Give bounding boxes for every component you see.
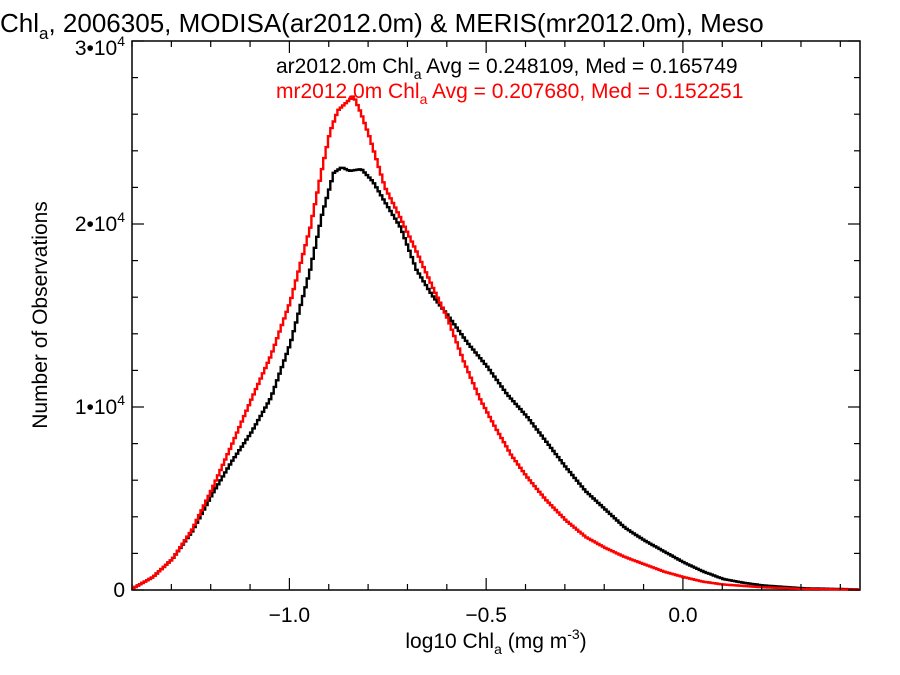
- y-tick-label: 2•104: [75, 209, 125, 236]
- y-axis: 0 1•104 2•104 3•104: [75, 33, 860, 602]
- plot-frame: [131, 40, 861, 591]
- y-tick-label: 1•104: [75, 392, 125, 419]
- x-axis-label: log10 Chla (mg m-3): [405, 626, 586, 657]
- y-tick-label: 0: [113, 579, 125, 602]
- x-tick-label: −0.5: [465, 604, 506, 627]
- chart-title: Chla, 2006305, MODISA(ar2012.0m) & MERIS…: [0, 8, 764, 43]
- series-line-1: [132, 95, 860, 591]
- x-axis: −1.0 −0.5 0.0: [131, 41, 841, 627]
- series-line-0: [132, 166, 860, 591]
- legend-entry-mr2012: mr2012.0m Chla Avg = 0.207680, Med = 0.1…: [276, 80, 743, 107]
- y-tick-label: 3•104: [75, 33, 125, 60]
- series-layer: [132, 95, 860, 591]
- legend-entry-ar2012: ar2012.0m Chla Avg = 0.248109, Med = 0.1…: [276, 55, 738, 82]
- x-tick-label: 0.0: [668, 604, 697, 627]
- y-axis-label: Number of Observations: [29, 201, 52, 429]
- x-tick-label: −1.0: [269, 604, 310, 627]
